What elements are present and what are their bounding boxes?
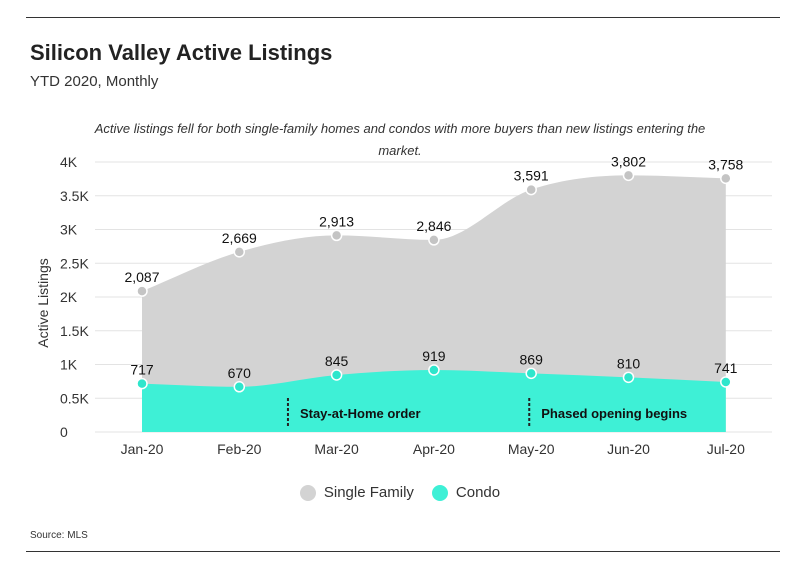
condo-point	[525, 367, 537, 380]
condo-data-label: 845	[325, 353, 349, 369]
single-family-swatch-icon	[299, 484, 316, 501]
condo-swatch-icon	[431, 484, 448, 501]
single-family-data-label: 3,758	[708, 156, 743, 172]
condo-data-label: 670	[228, 365, 252, 381]
single-family-data-label: 3,802	[611, 153, 646, 169]
x-tick-label: Apr-20	[413, 441, 455, 457]
condo-point	[428, 364, 440, 376]
single-family-data-label: 2,669	[222, 230, 257, 246]
condo-point	[233, 381, 246, 393]
condo-point	[136, 377, 148, 390]
legend-label-condo: Condo	[455, 484, 501, 501]
x-tick-label: Feb-20	[217, 441, 262, 457]
y-tick-label: 1K	[60, 357, 78, 373]
condo-data-label: 717	[130, 362, 154, 378]
legend-item-single-family[interactable]: Single Family	[299, 484, 414, 501]
x-tick-label: Jul-20	[707, 441, 745, 457]
single-family-data-label: 3,591	[514, 168, 549, 184]
y-tick-label: 4K	[60, 154, 78, 170]
source-note: Source: MLS	[30, 530, 88, 541]
y-tick-label: 2K	[60, 289, 78, 305]
condo-data-label: 869	[520, 351, 544, 367]
chart-annotation: Active listings fell for both single-fam…	[94, 121, 706, 158]
legend-label-single-family: Single Family	[323, 484, 414, 501]
condo-data-label: 810	[617, 355, 641, 371]
chart-title: Silicon Valley Active Listings	[30, 40, 333, 65]
single-family-point	[233, 246, 246, 258]
single-family-data-label: 2,087	[124, 269, 159, 285]
condo-data-label: 919	[422, 348, 446, 364]
single-family-data-label: 2,846	[416, 218, 451, 234]
single-family-data-label: 2,913	[319, 213, 354, 229]
legend-item-condo[interactable]: Condo	[431, 484, 501, 501]
x-tick-label: Mar-20	[314, 441, 359, 457]
y-axis-label: Active Listings	[35, 258, 51, 347]
condo-data-label: 741	[714, 360, 738, 376]
x-tick-label: May-20	[508, 441, 555, 457]
y-tick-label: 3K	[60, 222, 78, 238]
x-tick-label: Jan-20	[121, 441, 164, 457]
event-label: Phased opening begins	[541, 406, 687, 421]
single-family-point	[720, 172, 732, 185]
y-tick-label: 2.5K	[60, 255, 89, 271]
condo-point	[720, 376, 732, 388]
condo-point	[330, 369, 343, 381]
single-family-point	[622, 169, 635, 182]
bottom-rule	[26, 551, 780, 552]
single-family-point	[136, 285, 148, 297]
single-family-point	[330, 229, 343, 242]
y-tick-label: 3.5K	[60, 188, 89, 204]
chart-legend: Single Family Condo	[0, 484, 800, 501]
single-family-point	[525, 183, 537, 196]
condo-point	[622, 371, 635, 384]
x-tick-label: Jun-20	[607, 441, 650, 457]
event-label: Stay-at-Home order	[300, 406, 421, 421]
y-tick-label: 1.5K	[60, 323, 89, 339]
y-tick-label: 0	[60, 424, 68, 440]
chart-subtitle: YTD 2020, Monthly	[30, 73, 159, 90]
y-tick-label: 0.5K	[60, 390, 89, 406]
top-rule	[26, 17, 780, 18]
single-family-area	[142, 175, 726, 433]
single-family-point	[428, 234, 440, 246]
condo-area	[142, 369, 726, 432]
